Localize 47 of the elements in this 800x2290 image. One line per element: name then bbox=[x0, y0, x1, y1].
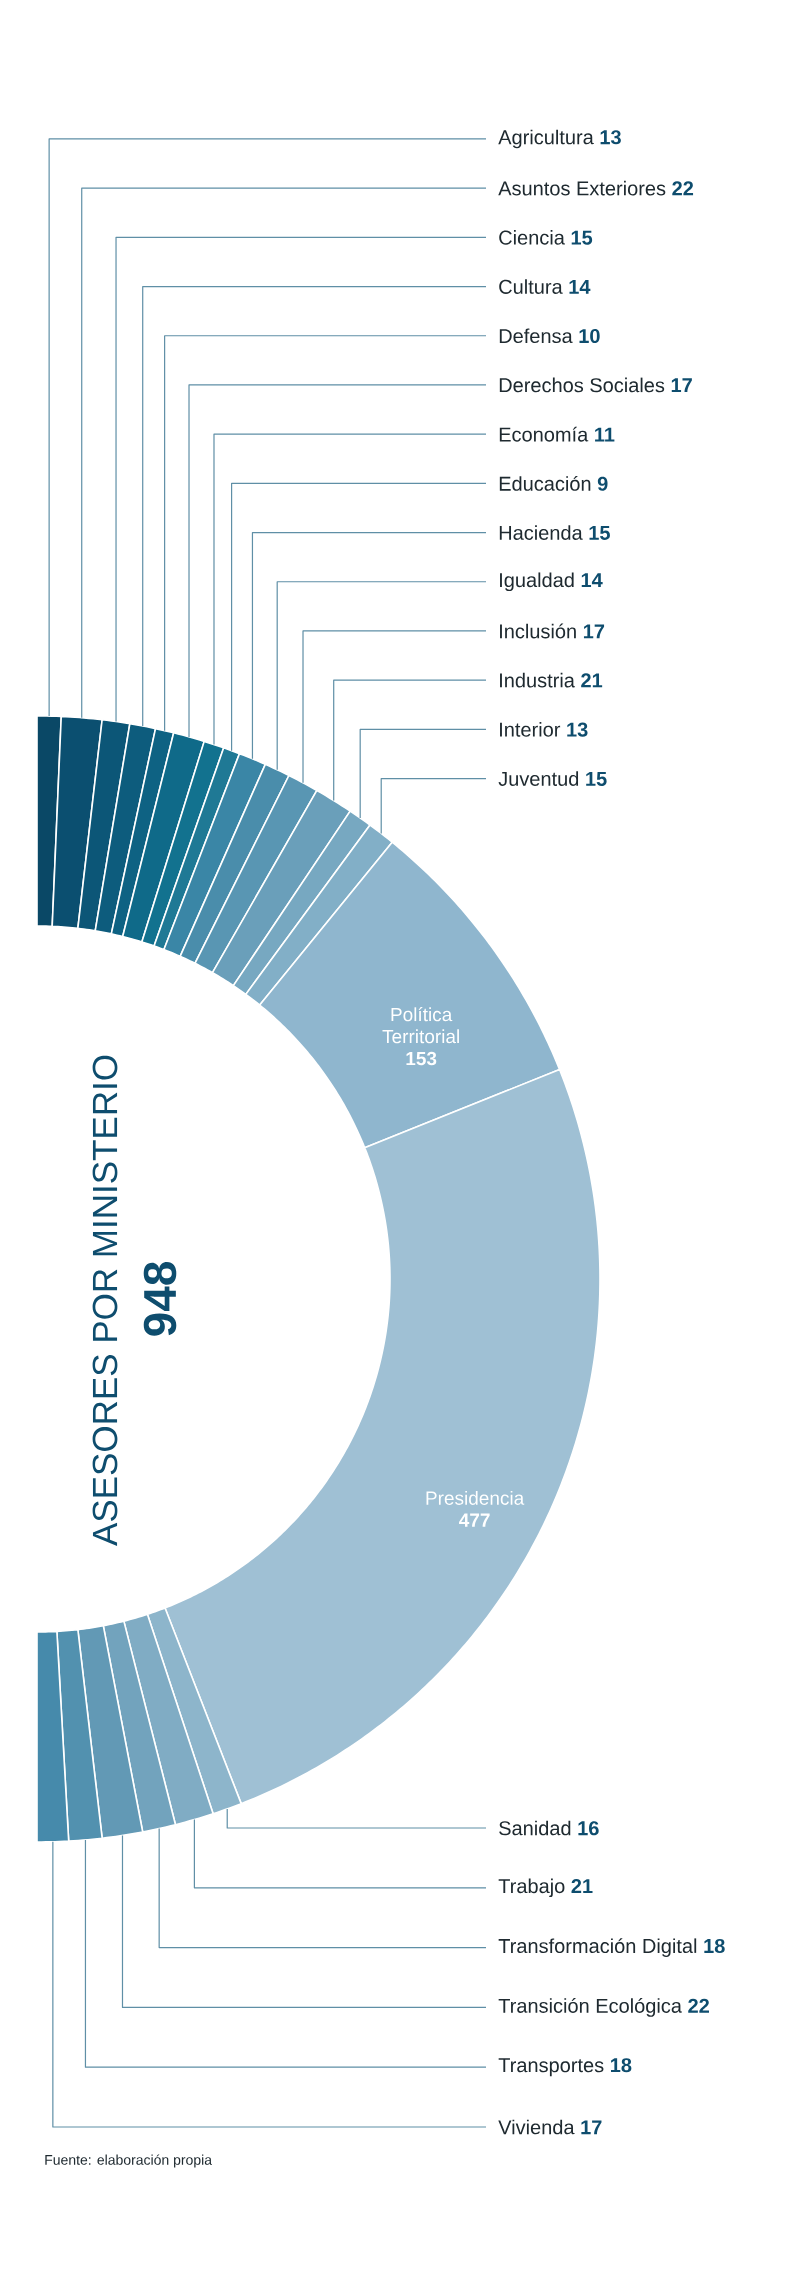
data-label: 9 bbox=[597, 476, 608, 491]
data-label: 16 bbox=[578, 1821, 599, 1836]
data-label: 13 bbox=[567, 722, 588, 737]
data-label: 153 bbox=[406, 1051, 437, 1066]
slice-label: Política Territorial bbox=[382, 1007, 459, 1044]
source-note: Fuente: elaboración propia bbox=[45, 2154, 213, 2168]
data-label: 14 bbox=[569, 279, 591, 294]
text: 948 bbox=[143, 1262, 177, 1336]
data-label: 18 bbox=[704, 1938, 725, 1954]
slice-label: Juventud bbox=[498, 771, 579, 786]
data-label: 17 bbox=[583, 624, 605, 639]
data-label: 21 bbox=[571, 1878, 593, 1893]
slice-label: Ciencia bbox=[499, 230, 565, 245]
slice-label: Industria bbox=[500, 672, 575, 688]
slice-label: Educación bbox=[499, 475, 591, 491]
slice-label: Vivienda bbox=[498, 2119, 575, 2135]
slice-label: Derechos Sociales bbox=[499, 377, 665, 393]
data-label: 10 bbox=[579, 328, 600, 344]
slice-label: Transformación Digital bbox=[498, 1938, 697, 1958]
text: ASESORES POR MINISTERIO bbox=[92, 1055, 118, 1546]
data-label: 22 bbox=[672, 181, 694, 196]
slice-label: Transición Ecológica bbox=[498, 1997, 682, 2017]
slice-label: Hacienda bbox=[499, 525, 583, 540]
data-label: 11 bbox=[595, 427, 615, 442]
data-label: 14 bbox=[581, 573, 603, 587]
slice-label: Igualdad bbox=[500, 572, 574, 592]
data-label: 477 bbox=[459, 1513, 490, 1527]
slice-label: Defensa bbox=[499, 328, 573, 344]
data-label: 22 bbox=[688, 1998, 709, 2013]
slice-label: Sanidad bbox=[499, 1820, 571, 1836]
slice-label: Trabajo bbox=[498, 1878, 565, 1898]
slice-label: Agricultura bbox=[498, 129, 594, 149]
data-label: 21 bbox=[581, 673, 603, 688]
data-label: 18 bbox=[610, 2058, 632, 2073]
slice-label: Transportes bbox=[498, 2058, 604, 2077]
data-label: 15 bbox=[589, 525, 610, 540]
slice-label: Presidencia bbox=[426, 1490, 525, 1505]
slice-label: Asuntos Exteriores bbox=[498, 180, 666, 196]
data-label: 15 bbox=[571, 230, 593, 245]
slice-label: Interior bbox=[500, 722, 561, 737]
slice-label: Economía bbox=[499, 426, 589, 442]
data-label: 17 bbox=[671, 378, 692, 393]
data-label: 17 bbox=[581, 2120, 602, 2135]
data-label: 15 bbox=[586, 771, 607, 786]
data-label: 13 bbox=[600, 130, 621, 145]
slice-label: Cultura bbox=[499, 279, 563, 294]
slice-label: Inclusión bbox=[500, 623, 576, 639]
